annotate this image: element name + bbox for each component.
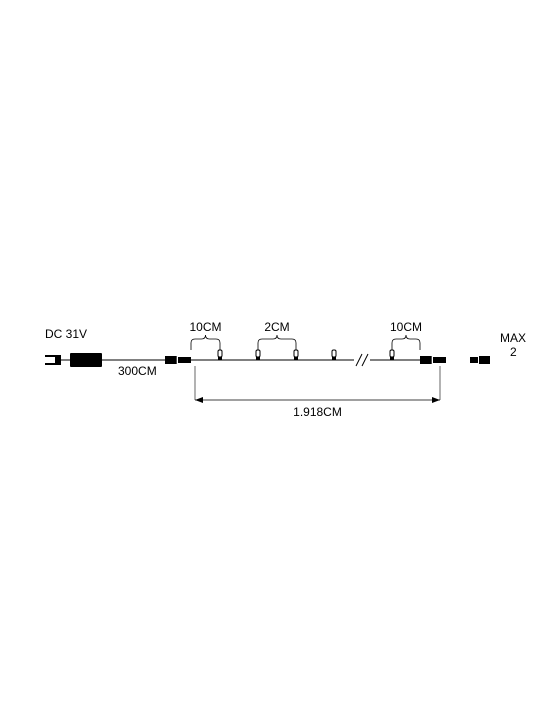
max-label-line2: 2 xyxy=(510,345,517,359)
arrowhead-left xyxy=(195,397,203,403)
total-length-label: 1.918CM xyxy=(293,405,342,419)
connector3-tip xyxy=(470,357,478,363)
break-mark xyxy=(362,354,368,366)
brace-10cm-right-label: 10CM xyxy=(390,320,422,334)
brace-10cm-left-label: 10CM xyxy=(189,320,221,334)
brace-2cm xyxy=(258,335,296,350)
connector2-left xyxy=(420,356,432,364)
brace-10cm-left xyxy=(191,335,220,350)
bulb-2 xyxy=(256,350,260,357)
connector-right xyxy=(178,357,191,363)
voltage-label: DC 31V xyxy=(45,327,87,341)
bulb-1 xyxy=(218,350,222,357)
adapter-block xyxy=(70,353,102,367)
bulb-4 xyxy=(332,350,336,357)
arrowhead-right xyxy=(432,397,440,403)
brace-10cm-right xyxy=(392,335,420,350)
bulb-5 xyxy=(390,350,394,357)
bulb-3 xyxy=(294,350,298,357)
connector2-right xyxy=(433,357,446,363)
brace-2cm-label: 2CM xyxy=(264,320,289,334)
plug-body xyxy=(55,355,61,365)
connector-left xyxy=(165,356,177,364)
max-label-line1: MAX xyxy=(500,331,526,345)
break-mark xyxy=(356,354,362,366)
lead-length-label: 300CM xyxy=(118,364,157,378)
connector3-body xyxy=(479,356,490,364)
string-light-diagram: DC 31V 300CM MAX2 10CM 2CM 10CM 1.918CM xyxy=(0,0,540,720)
